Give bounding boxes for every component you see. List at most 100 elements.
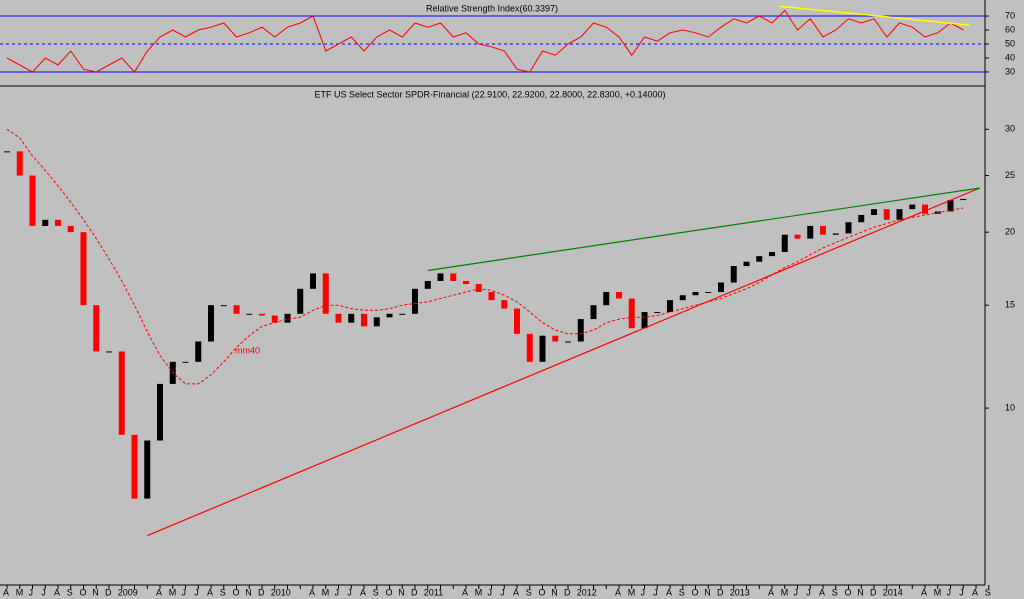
x-tick-label: J xyxy=(182,587,187,597)
candle xyxy=(182,361,189,363)
rsi-line xyxy=(6,9,964,73)
x-tick-label: J xyxy=(641,587,646,597)
candle xyxy=(131,434,138,499)
y-tick-label: 60 xyxy=(1005,24,1015,34)
x-tick-label: A xyxy=(972,587,978,597)
x-tick-label: A xyxy=(462,587,468,597)
x-tick-label: M xyxy=(934,587,942,597)
candle xyxy=(743,261,750,267)
x-tick-label: J xyxy=(29,587,34,597)
moving-average xyxy=(6,128,964,385)
x-tick-label: M xyxy=(628,587,636,597)
candle xyxy=(909,204,916,210)
candle xyxy=(692,292,699,296)
x-tick-label: O xyxy=(386,587,393,597)
candle xyxy=(807,225,814,239)
x-tick-label: S xyxy=(220,587,226,597)
candle xyxy=(756,256,763,262)
candle xyxy=(284,313,291,323)
x-tick-label: D xyxy=(564,587,571,597)
x-tick-label: 2014 xyxy=(883,587,903,597)
x-tick-label: N xyxy=(704,587,711,597)
x-tick-label: O xyxy=(692,587,699,597)
x-tick-label: N xyxy=(551,587,558,597)
candle xyxy=(883,209,890,220)
x-tick-label: 2013 xyxy=(730,587,750,597)
candle xyxy=(871,209,877,216)
x-tick-label: A xyxy=(207,587,213,597)
candle xyxy=(577,319,584,342)
candle xyxy=(960,198,967,201)
candle xyxy=(565,341,571,343)
candle xyxy=(373,317,380,327)
x-tick-label: S xyxy=(373,587,379,597)
y-tick-label: 30 xyxy=(1005,66,1015,76)
x-tick-label: M xyxy=(475,587,483,597)
candle xyxy=(322,273,329,314)
x-tick-label: S xyxy=(67,587,73,597)
candle xyxy=(195,341,202,362)
candle xyxy=(603,292,610,306)
x-tick-label: J xyxy=(794,587,799,597)
x-tick-label: M xyxy=(322,587,330,597)
x-tick-label: A xyxy=(819,587,825,597)
candle xyxy=(361,313,367,327)
candle xyxy=(832,233,839,235)
x-tick-label: A xyxy=(309,587,315,597)
x-tick-label: D xyxy=(870,587,877,597)
x-tick-label: N xyxy=(245,587,252,597)
y-tick-label: 25 xyxy=(1005,170,1015,180)
trendline xyxy=(427,187,980,272)
candle xyxy=(679,295,686,301)
x-tick-label: S xyxy=(832,587,838,597)
y-tick-label: 50 xyxy=(1005,38,1015,48)
candle xyxy=(399,313,406,315)
ma-annotation: mm40 xyxy=(235,345,260,355)
y-tick-label: 30 xyxy=(1005,124,1015,134)
x-tick-label: J xyxy=(959,587,964,597)
candle xyxy=(208,305,214,342)
x-tick-label: A xyxy=(921,587,927,597)
x-tick-label: A xyxy=(666,587,672,597)
x-tick-label: J xyxy=(41,587,46,597)
x-tick-label: A xyxy=(156,587,162,597)
y-tick-label: 10 xyxy=(1005,402,1015,412)
candle xyxy=(820,225,826,235)
x-tick-label: 2012 xyxy=(577,587,597,597)
x-tick-label: J xyxy=(194,587,199,597)
x-tick-label: N xyxy=(398,587,405,597)
candle xyxy=(539,335,546,362)
candle xyxy=(29,175,36,226)
x-tick-label: A xyxy=(360,587,366,597)
candle xyxy=(654,312,661,314)
y-tick-label: 70 xyxy=(1005,10,1015,20)
x-tick-label: J xyxy=(488,587,493,597)
candle xyxy=(220,305,227,307)
candle xyxy=(246,313,253,315)
x-tick-label: 2010 xyxy=(271,587,291,597)
x-tick-label: A xyxy=(3,587,9,597)
rsi-title: Relative Strength Index(60.3397) xyxy=(426,3,558,13)
x-tick-label: D xyxy=(411,587,418,597)
candle xyxy=(616,292,622,299)
x-tick-label: N xyxy=(92,587,99,597)
candle xyxy=(718,282,724,293)
candle xyxy=(769,251,775,257)
candle xyxy=(488,292,495,301)
candle xyxy=(628,298,635,329)
x-tick-label: J xyxy=(947,587,952,597)
candle xyxy=(514,308,520,334)
trendline xyxy=(779,5,970,26)
x-tick-label: O xyxy=(845,587,852,597)
x-tick-label: M xyxy=(781,587,789,597)
x-tick-label: D xyxy=(105,587,112,597)
candle xyxy=(501,300,508,309)
candle xyxy=(16,151,23,176)
x-tick-label: M xyxy=(169,587,177,597)
candle xyxy=(80,232,87,306)
x-tick-label: S xyxy=(985,587,991,597)
candle xyxy=(437,273,444,281)
x-tick-label: 2011 xyxy=(424,587,443,597)
candle xyxy=(412,288,418,314)
